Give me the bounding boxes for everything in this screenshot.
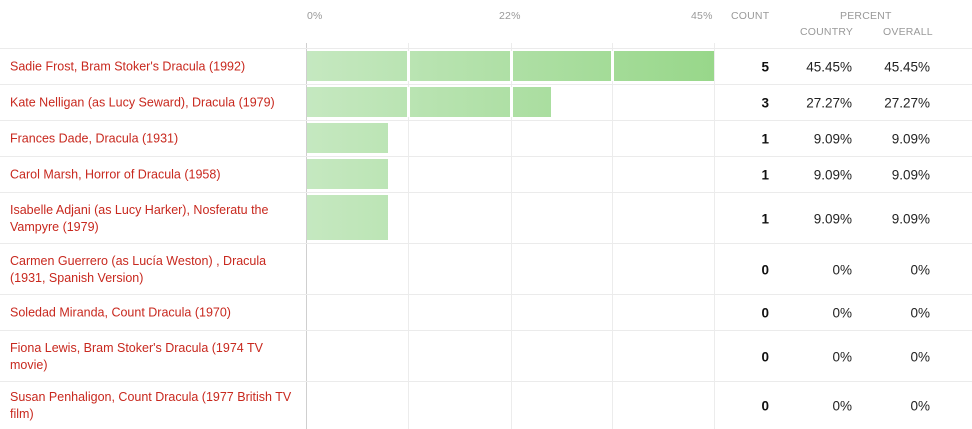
table-row: Carmen Guerrero (as Lucía Weston) , Drac… bbox=[0, 243, 972, 295]
country-header: COUNTRY bbox=[800, 26, 854, 38]
bar-segment-gap bbox=[407, 87, 410, 117]
gridline bbox=[511, 43, 512, 429]
row-label-link[interactable]: Kate Nelligan (as Lucy Seward), Dracula … bbox=[10, 95, 275, 110]
gridline bbox=[612, 43, 613, 429]
percent-overall: 9.09% bbox=[891, 211, 930, 226]
count-value: 5 bbox=[761, 59, 769, 75]
count-value: 1 bbox=[761, 131, 769, 147]
count-value: 0 bbox=[761, 398, 769, 414]
count-header: COUNT bbox=[731, 10, 770, 22]
row-label-link[interactable]: Frances Dade, Dracula (1931) bbox=[10, 131, 179, 146]
percent-overall: 0% bbox=[910, 398, 930, 414]
percent-overall: 45.45% bbox=[884, 59, 930, 75]
percent-header: PERCENT bbox=[840, 10, 892, 22]
gridline bbox=[408, 43, 409, 429]
tick-label: 22% bbox=[499, 10, 521, 22]
percent-country: 9.09% bbox=[813, 211, 852, 226]
percent-country: 9.09% bbox=[813, 167, 852, 183]
row-label-link[interactable]: Carmen Guerrero (as Lucía Weston) , Drac… bbox=[10, 253, 267, 285]
table-row: Carol Marsh, Horror of Dracula (1958) 1 9.… bbox=[0, 156, 972, 193]
percent-country: 0% bbox=[832, 305, 852, 321]
row-label-link[interactable]: Sadie Frost, Bram Stoker's Dracula (1992… bbox=[10, 59, 246, 74]
row-label-link[interactable]: Carol Marsh, Horror of Dracula (1958) bbox=[10, 167, 221, 182]
table-row: Fiona Lewis, Bram Stoker's Dracula (1974… bbox=[0, 330, 972, 382]
count-value: 1 bbox=[761, 167, 769, 183]
count-value: 0 bbox=[761, 305, 769, 321]
percent-country: 9.09% bbox=[813, 131, 852, 147]
bar bbox=[307, 123, 388, 153]
bar-segment-gap bbox=[611, 51, 614, 81]
percent-country: 27.27% bbox=[806, 95, 852, 111]
count-value: 1 bbox=[761, 211, 769, 226]
percent-country: 0% bbox=[832, 262, 852, 277]
percent-country: 0% bbox=[832, 349, 852, 364]
table-row: Sadie Frost, Bram Stoker's Dracula (1992… bbox=[0, 48, 972, 85]
table-row: Frances Dade, Dracula (1931) 1 9.09% 9.09% bbox=[0, 120, 972, 157]
tick-label: 0% bbox=[307, 10, 323, 22]
gridline bbox=[714, 43, 715, 429]
bar bbox=[307, 87, 551, 117]
count-value: 0 bbox=[761, 349, 769, 364]
count-value: 3 bbox=[761, 95, 769, 111]
percent-country: 45.45% bbox=[806, 59, 852, 75]
table-row: Isabelle Adjani (as Lucy Harker), Nosfer… bbox=[0, 192, 972, 244]
percent-overall: 9.09% bbox=[891, 167, 930, 183]
percent-overall: 9.09% bbox=[891, 131, 930, 147]
table-row: Susan Penhaligon, Count Dracula (1977 Br… bbox=[0, 381, 972, 429]
percent-overall: 0% bbox=[910, 349, 930, 364]
gridline bbox=[306, 43, 307, 429]
percent-overall: 0% bbox=[910, 262, 930, 277]
bar-segment-gap bbox=[510, 87, 513, 117]
percent-overall: 27.27% bbox=[884, 95, 930, 111]
percent-overall: 0% bbox=[910, 305, 930, 321]
bar bbox=[307, 159, 388, 189]
bar-segment-gap bbox=[510, 51, 513, 81]
bar bbox=[307, 195, 388, 240]
bar-segment-gap bbox=[407, 51, 410, 81]
row-label-link[interactable]: Susan Penhaligon, Count Dracula (1977 Br… bbox=[10, 390, 292, 421]
row-label-link[interactable]: Soledad Miranda, Count Dracula (1970) bbox=[10, 305, 231, 320]
tick-label: 45% bbox=[691, 10, 713, 22]
table-row: Soledad Miranda, Count Dracula (1970) 0 0%… bbox=[0, 294, 972, 331]
percent-country: 0% bbox=[832, 398, 852, 414]
row-label-link[interactable]: Isabelle Adjani (as Lucy Harker), Nosfer… bbox=[10, 202, 269, 234]
table-row: Kate Nelligan (as Lucy Seward), Dracula … bbox=[0, 84, 972, 121]
count-value: 0 bbox=[761, 262, 769, 277]
row-label-link[interactable]: Fiona Lewis, Bram Stoker's Dracula (1974… bbox=[10, 340, 263, 372]
overall-header: OVERALL bbox=[883, 26, 933, 38]
